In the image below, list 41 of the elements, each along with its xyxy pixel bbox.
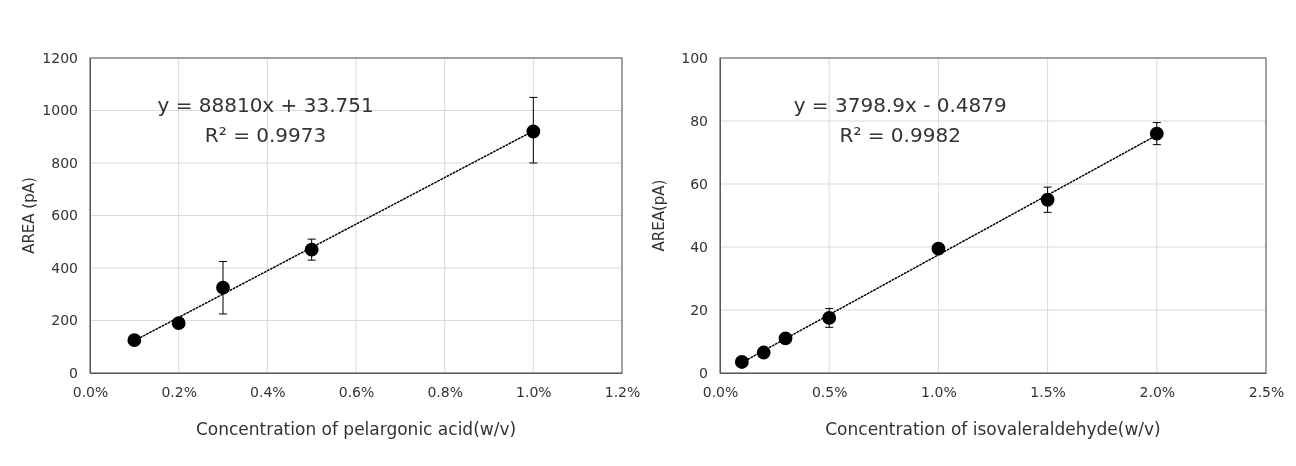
point — [171, 316, 186, 331]
y-axis-title: AREA(pA) — [650, 179, 668, 252]
point — [526, 124, 541, 139]
y-tick-label: 400 — [51, 259, 78, 276]
point — [127, 333, 142, 348]
x-tick-label: 1.2% — [604, 383, 641, 400]
point — [216, 280, 230, 295]
y-tick-label: 0 — [699, 364, 708, 381]
x-tick-label: 0.8% — [427, 383, 463, 400]
y-tick-label: 200 — [51, 312, 78, 329]
x-axis-title: Concentration of pelargonic acid(w/v) — [195, 419, 517, 439]
x-tick-label: 0.6% — [338, 383, 375, 400]
annotation: y = 88810x + 33.751 — [157, 93, 374, 117]
annotation: y = 3798.9x - 0.4879 — [793, 93, 1007, 117]
y-tick-label: 1000 — [42, 102, 78, 119]
x-tick-label: 2.0% — [1139, 383, 1176, 400]
y-tick-label: 40 — [690, 238, 708, 255]
y-tick-label: 20 — [690, 301, 708, 318]
x-tick-label: 2.5% — [1248, 383, 1285, 400]
x-tick-label: 1.0% — [921, 383, 957, 400]
point — [734, 355, 749, 369]
x-tick-label: 1.5% — [1030, 383, 1066, 400]
x-tick-label: 1.0% — [516, 383, 552, 400]
y-tick-label: 80 — [690, 112, 708, 129]
y-tick-label: 0 — [69, 364, 78, 381]
annotation: R² = 0.9973 — [204, 123, 327, 147]
y-tick-label: 60 — [690, 175, 708, 192]
point — [1149, 126, 1164, 141]
x-tick-label: 0.2% — [161, 383, 197, 400]
y-tick-label: 1200 — [42, 49, 78, 66]
x-tick-label: 0.0% — [702, 383, 739, 400]
point — [931, 241, 946, 256]
x-tick-label: 0.0% — [72, 383, 109, 400]
x-axis-title: Concentration of isovaleraldehyde(w/v) — [825, 419, 1161, 439]
annotation: R² = 0.9982 — [839, 123, 961, 147]
y-tick-label: 800 — [51, 154, 78, 171]
y-axis-title: AREA (pA) — [20, 177, 38, 254]
y-tick-label: 600 — [51, 207, 78, 224]
x-tick-label: 0.4% — [250, 383, 286, 400]
y-tick-label: 100 — [681, 49, 708, 66]
x-tick-label: 0.5% — [811, 383, 848, 400]
